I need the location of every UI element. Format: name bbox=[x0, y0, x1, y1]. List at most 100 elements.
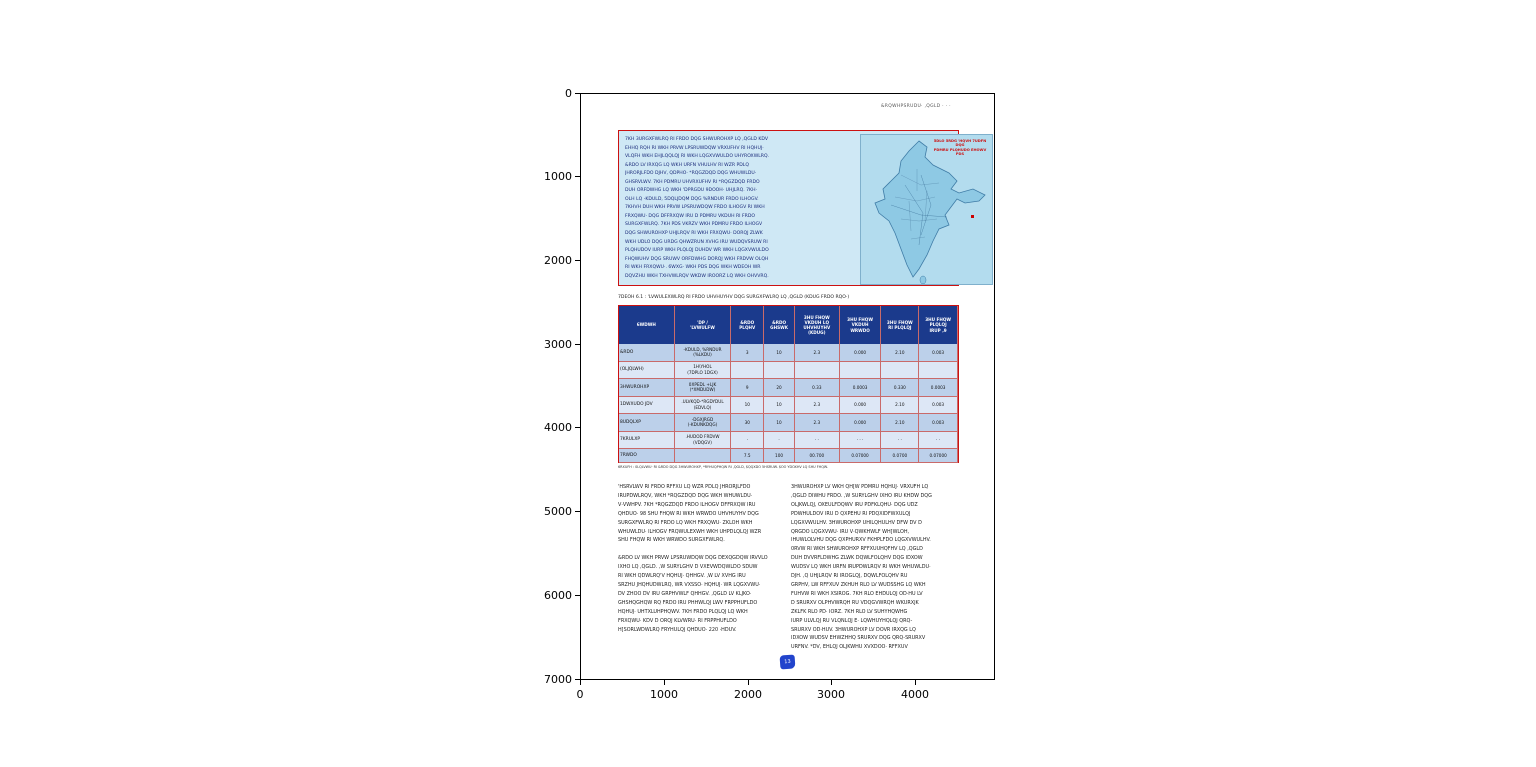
table-cell-name: (OLJQLWH) bbox=[619, 361, 675, 378]
table-header-cell: 6WDWH bbox=[619, 306, 675, 344]
table-header-cell: &RDO PLQHV bbox=[731, 306, 765, 344]
table-cell-value bbox=[731, 361, 765, 378]
table-cell-value: 0.003 bbox=[919, 344, 958, 361]
table-cell-value: 10 bbox=[764, 396, 795, 413]
text-line: JHRORJLFDO DJHV, QDPHO· *RQGZDQD DQG WHU… bbox=[625, 171, 757, 177]
table-cell-value bbox=[764, 361, 795, 378]
table-cell-name: 7RWDO bbox=[619, 449, 675, 462]
text-line: D SRURXV OLPHVWRQH RU VDQGVWRQH WKURXJK bbox=[791, 599, 919, 606]
text-line: DUH DVVRFLDWHG ZLWK DQWLFOLQHV DQG IDXOW bbox=[791, 555, 923, 562]
table-cell-value: 7.5 bbox=[731, 449, 765, 462]
text-line: IDXOW WUDSV EHWZHHQ SRURXV DQG QRQ-SRURX… bbox=[791, 635, 926, 642]
text-line: 'HSRVLWV RI FRDO RFFXU LQ WZR PDLQ JHROR… bbox=[618, 484, 751, 490]
body-column-right: 3HWUROHXP LV WKH QH[W PDMRU HQHUJ· VRXUF… bbox=[791, 483, 959, 652]
table-cell-value bbox=[840, 361, 882, 378]
table-cell-value: · · bbox=[919, 431, 958, 448]
table-row: 7RWDO 7.5 100 00.700 0.07000 0.0700 0.07000 bbox=[619, 449, 958, 463]
y-tick-label: 6000 bbox=[544, 589, 572, 602]
text-line: V·VWHPV. 7KH *RQGZDQD FRDO ILHOGV DFFRXQ… bbox=[618, 501, 756, 508]
text-line: URFNV. *DV, EHLQJ OLJKWHU XVXDOO· RFFXUV bbox=[791, 644, 908, 651]
text-line: OLH LQ -KDULD, 5DQLJDQM DQG %RNDUR FRDO … bbox=[625, 196, 759, 202]
table-cell-value: .ULVKQD-*RGDYDUL (EDVLQ) bbox=[675, 396, 732, 413]
table-header-row: 6WDWH 'DP / 'LVWULFW &RDO PLQHV &RDO GHSWK 3… bbox=[619, 306, 958, 344]
table-cell-value: -DGXJRGD (-KDUNKDQG) bbox=[675, 414, 732, 431]
table-cell-value: 2.3 bbox=[795, 414, 840, 431]
x-tick-mark bbox=[748, 680, 749, 685]
text-line: IXHO LQ ,QGLD. ,W SURYLGHV D VXEVWDQWLDO… bbox=[618, 564, 758, 571]
text-line: QRGDO LQGXVWU· IRU V·QWKHWLF WH[WLOH, bbox=[791, 528, 910, 535]
table-cell-value: · · · bbox=[840, 431, 882, 448]
table-cell-value: 0.003 bbox=[919, 396, 958, 413]
table-cell-value: · · bbox=[795, 431, 840, 448]
table-cell-value: 0.0700 bbox=[881, 449, 920, 462]
text-line: 7KHVH DUH WKH PRVW LPSRUWDQW FRDO ILHOGV… bbox=[625, 205, 765, 211]
y-tick-label: 3000 bbox=[544, 338, 572, 351]
page-header-note: &RQWHPSRUDU· ,QGLD · · · bbox=[881, 104, 951, 109]
text-line: GHSHQGHQW RQ FRDO IRU PHHWLQJ LWV FRPPHU… bbox=[618, 599, 758, 606]
table-row: 7KRULXP .HUDOD FRDVW (VDQGV) · · · · · · · · ·… bbox=[619, 431, 958, 449]
text-line: RI WKH FRXQWU·. 6WXG· WKH PDS DQG WKH WD… bbox=[625, 265, 761, 271]
table-cell-value: .HUDOD FRDVW (VDQGV) bbox=[675, 431, 732, 448]
india-outline bbox=[874, 140, 986, 278]
table-cell-value: 0.000 bbox=[840, 344, 882, 361]
x-tick-mark bbox=[664, 680, 665, 685]
y-tick-label: 7000 bbox=[544, 673, 572, 686]
table-cell-value bbox=[919, 361, 958, 378]
body-column-left: 'HSRVLWV RI FRDO RFFXU LQ WZR PDLQ JHROR… bbox=[618, 483, 786, 635]
table-body: &RDO -KDULD, %RNDUR (%LKDU) 3 10 2.3 0.000 2.1… bbox=[619, 344, 958, 463]
table-cell-name: 1DWXUDO JDV bbox=[619, 396, 675, 413]
map-title: 5DLO 5RDG 'HQVH 7UDFN DQG PDMRU PLQHUDO … bbox=[933, 139, 987, 157]
table-row: 1DWXUDO JDV .ULVKQD-*RGDYDUL (EDVLQ) 10 10 2… bbox=[619, 396, 958, 414]
table-cell-value: 30 bbox=[731, 414, 765, 431]
y-tick-label: 2000 bbox=[544, 254, 572, 267]
y-tick-mark bbox=[575, 260, 580, 261]
table-header-cell: 3HU FHQW PLQLQJ IRUP ,9 bbox=[919, 306, 958, 344]
table-cell-value: 2.10 bbox=[881, 396, 920, 413]
table-cell-value: 2.3 bbox=[795, 396, 840, 413]
text-line: WUDSV LQ WKH URFN IRUPDWLRQV RI WKH WHUW… bbox=[791, 564, 931, 571]
text-line: GRPHV, LW RFFXUV ZKHUH RLO LV WUDSSHG LQ… bbox=[791, 581, 926, 588]
table-cell-value: 10 bbox=[764, 414, 795, 431]
table-cell-name: 8UDQLXP bbox=[619, 414, 675, 431]
y-tick-mark bbox=[575, 511, 580, 512]
text-line: H[SORLWDWLRQ FRYHULQJ QHDUO· 220 ·HDUV. bbox=[618, 626, 737, 633]
text-line: LQGXVWULHV. 3HWUROHXP UHILQHULHV DFW DV … bbox=[791, 519, 922, 526]
table-header-cell: 'DP / 'LVWULFW bbox=[675, 306, 732, 344]
text-line: SRURXV OD·HUV. 3HWUROHXP LV DOVR IRXQG L… bbox=[791, 626, 916, 633]
x-tick-label: 1000 bbox=[650, 688, 678, 701]
text-line: GHSRVLWV. 7KH PDMRU UHVRXUFHV RI *RQGZDQ… bbox=[625, 179, 760, 185]
state-borders bbox=[894, 169, 940, 240]
rail-lines bbox=[890, 174, 948, 246]
page-emblem-icon: 13 bbox=[779, 654, 796, 670]
table-cell-value: 0.003 bbox=[919, 414, 958, 431]
y-tick-label: 1000 bbox=[544, 170, 572, 183]
x-tick-mark bbox=[580, 680, 581, 685]
y-tick-mark bbox=[575, 93, 580, 94]
x-tick-label: 0 bbox=[576, 688, 584, 701]
table-row: 8UDQLXP -DGXJRGD (-KDUNKDQG) 30 10 2.3 0.000 2… bbox=[619, 414, 958, 432]
table-cell-value: 0.000 bbox=[840, 414, 882, 431]
y-tick-mark bbox=[575, 679, 580, 680]
text-line: WKH UDLO DQG URDG QHWZRUN XVHG IRU WUDQV… bbox=[625, 239, 768, 245]
table-cell-value: 9 bbox=[731, 379, 765, 396]
text-line: QHDUO· 98 SHU FHQW RI WKH WRWDO UHVHUYHV… bbox=[618, 510, 759, 517]
table-header-cell: 3HU FHQW VKDUH WRWDO bbox=[840, 306, 882, 344]
y-tick-label: 4000 bbox=[544, 421, 572, 434]
table-cell-value: 20 bbox=[764, 379, 795, 396]
table-cell-value: 0.0003 bbox=[919, 379, 958, 396]
text-line: SRZHU JHQHUDWLRQ, WR VXSSO· HQHUJ· WR LQ… bbox=[618, 582, 761, 589]
table-cell-value: 0.000 bbox=[840, 396, 882, 413]
table-header-cell: 3HU FHQW VKDUH LQ UHVHUYHV (KDUG) bbox=[795, 306, 840, 344]
text-line: SHU FHQW RI WKH WRWDO SURGXFWLRQ. bbox=[618, 537, 725, 544]
text-line: PLQHUDOV IURP WKH PLQLQJ DUHDV WR WKH LQ… bbox=[625, 248, 769, 254]
text-line: FRXQWU· KDV D ORQJ KLVWRU· RI FRPPHUFLDO bbox=[618, 617, 737, 624]
table-row: 3HWUROHXP 0XPEDL +LJK (*XMDUDW) 9 20 0.33 0.0… bbox=[619, 379, 958, 397]
info-box-text: 7KH 3URGXFWLRQ RI FRDO DQG SHWUROHXP LQ … bbox=[625, 136, 821, 281]
text-line: &RDO LV WKH PRVW LPSRUWDQW DQG DEXQGDQW … bbox=[618, 555, 768, 562]
x-tick-label: 3000 bbox=[817, 688, 845, 701]
table-cell-value: 0.33 bbox=[795, 379, 840, 396]
table-cell-value: 10 bbox=[764, 344, 795, 361]
info-box: 7KH 3URGXFWLRQ RI FRDO DQG SHWUROHXP LQ … bbox=[618, 130, 993, 286]
table-cell-value: 0.0003 bbox=[840, 379, 882, 396]
